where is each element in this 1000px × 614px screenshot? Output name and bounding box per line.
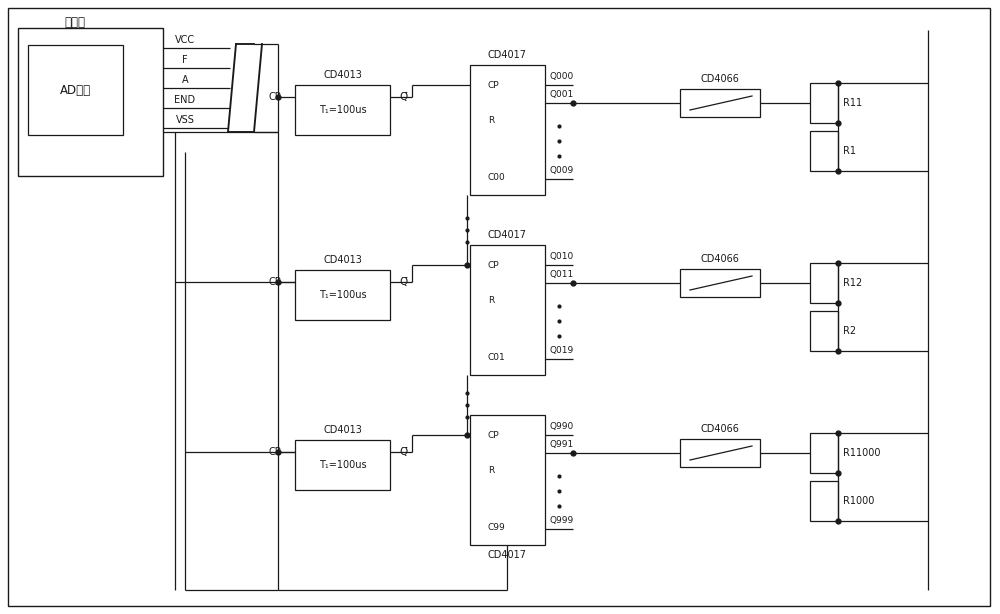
Text: CD4017: CD4017	[488, 50, 527, 60]
Text: R1: R1	[843, 146, 856, 156]
Text: VSS: VSS	[176, 115, 194, 125]
Text: 工控机: 工控机	[65, 15, 86, 28]
Text: R: R	[488, 295, 494, 305]
Text: CP: CP	[269, 277, 281, 287]
Text: R11: R11	[843, 98, 862, 108]
Text: T₁=100us: T₁=100us	[319, 460, 366, 470]
Bar	[680, 439, 760, 467]
Text: F: F	[182, 55, 188, 65]
Text: END: END	[174, 95, 196, 105]
Text: CD4017: CD4017	[488, 550, 527, 560]
Bar	[295, 85, 390, 135]
Text: R1000: R1000	[843, 496, 874, 506]
Text: Q991: Q991	[550, 440, 574, 448]
Bar	[18, 28, 163, 176]
Text: Q̅: Q̅	[400, 447, 408, 457]
Text: T₁=100us: T₁=100us	[319, 290, 366, 300]
Text: CD4013: CD4013	[323, 425, 362, 435]
Text: CD4017: CD4017	[488, 230, 527, 240]
Text: CP: CP	[269, 92, 281, 102]
Text: CP: CP	[269, 447, 281, 457]
Bar	[810, 433, 838, 473]
Text: Q̅: Q̅	[400, 277, 408, 287]
Text: CD4066: CD4066	[701, 254, 739, 264]
Text: A: A	[182, 75, 188, 85]
Text: Q001: Q001	[550, 90, 574, 98]
Text: VCC: VCC	[175, 35, 195, 45]
Text: C99: C99	[488, 523, 506, 532]
Text: Q009: Q009	[550, 166, 574, 174]
Text: Q990: Q990	[550, 421, 574, 430]
Bar	[680, 269, 760, 297]
Bar	[470, 245, 545, 375]
Text: C01: C01	[488, 352, 506, 362]
Bar	[28, 45, 123, 135]
Text: CD4066: CD4066	[701, 424, 739, 434]
Text: Q010: Q010	[550, 252, 574, 260]
Bar	[470, 65, 545, 195]
Text: R2: R2	[843, 326, 856, 336]
Bar	[810, 311, 838, 351]
Text: CD4066: CD4066	[701, 74, 739, 84]
Text: CP: CP	[488, 260, 500, 270]
Text: R: R	[488, 465, 494, 475]
Text: CP: CP	[488, 430, 500, 440]
Text: Q999: Q999	[550, 516, 574, 524]
Bar	[470, 415, 545, 545]
Bar	[810, 481, 838, 521]
Text: CD4013: CD4013	[323, 70, 362, 80]
Text: R: R	[488, 115, 494, 125]
Bar	[810, 131, 838, 171]
Bar	[680, 89, 760, 117]
Bar	[295, 270, 390, 320]
Text: C00: C00	[488, 173, 506, 182]
Text: AD板卡: AD板卡	[59, 84, 91, 96]
Text: Q019: Q019	[550, 346, 574, 354]
Text: T₁=100us: T₁=100us	[319, 105, 366, 115]
Text: CD4013: CD4013	[323, 255, 362, 265]
Text: R11000: R11000	[843, 448, 880, 458]
Text: Q000: Q000	[550, 71, 574, 80]
Text: Q̅: Q̅	[400, 92, 408, 102]
Bar	[295, 440, 390, 490]
Bar	[810, 263, 838, 303]
Text: R12: R12	[843, 278, 862, 288]
Text: Q011: Q011	[550, 270, 574, 279]
Polygon shape	[228, 44, 254, 132]
Text: CP: CP	[488, 80, 500, 90]
Bar	[810, 83, 838, 123]
